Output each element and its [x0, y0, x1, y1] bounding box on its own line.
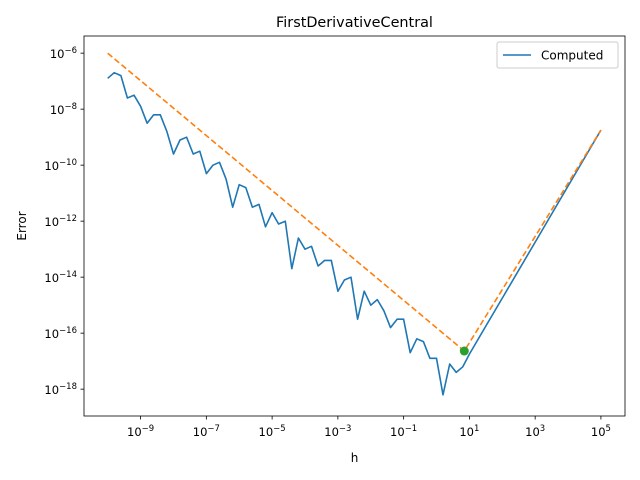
x-tick-exponent: −1: [405, 424, 418, 434]
x-tick-exponent: 1: [474, 424, 479, 434]
optimal-point-marker: [459, 346, 469, 356]
x-tick-exponent: 3: [540, 424, 545, 434]
axis-ticks: 10−9 10−7 10−5 10−3 10−1 101 103 10510−1810−161…: [44, 46, 611, 439]
x-tick-label: 10−9: [127, 424, 154, 439]
x-tick-exponent: −9: [142, 424, 155, 434]
x-tick-base: 10: [591, 425, 606, 439]
y-tick-exponent: −18: [59, 382, 77, 392]
x-tick-base: 10: [459, 425, 474, 439]
legend: Computed: [496, 41, 619, 69]
x-tick-base: 10: [390, 425, 405, 439]
x-tick-exponent: −5: [273, 424, 286, 434]
x-tick-label: 105: [591, 424, 611, 439]
series-line-computed: [107, 71, 602, 396]
y-tick-label: 10−16: [44, 326, 77, 341]
y-tick-exponent: −8: [64, 102, 77, 112]
y-tick-exponent: −16: [59, 326, 77, 336]
x-tick-base: 10: [127, 425, 142, 439]
legend-label-computed: Computed: [541, 49, 603, 63]
y-tick-label: 10−12: [44, 214, 77, 229]
x-tick-label: 10−3: [324, 424, 351, 439]
x-tick-base: 10: [193, 425, 208, 439]
y-tick-base: 10: [50, 47, 65, 61]
x-tick-exponent: −3: [339, 424, 352, 434]
y-tick-label: 10−10: [44, 158, 77, 173]
y-tick-base: 10: [44, 215, 59, 229]
plot-area: [107, 52, 602, 396]
x-axis-label: h: [351, 451, 359, 465]
legend-box: [496, 41, 619, 69]
y-tick-exponent: −6: [64, 46, 77, 56]
x-tick-label: 10−7: [193, 424, 220, 439]
x-tick-exponent: −7: [207, 424, 220, 434]
x-tick-base: 10: [324, 425, 339, 439]
y-tick-base: 10: [44, 383, 59, 397]
y-tick-exponent: −12: [59, 214, 77, 224]
y-tick-base: 10: [44, 271, 59, 285]
axes-frame: [83, 35, 626, 417]
y-tick-label: 10−14: [44, 270, 77, 285]
x-tick-label: 103: [525, 424, 545, 439]
x-tick-base: 10: [259, 425, 274, 439]
y-tick-label: 10−6: [50, 46, 77, 61]
x-tick-exponent: 5: [606, 424, 611, 434]
x-tick-label: 10−5: [259, 424, 286, 439]
y-tick-exponent: −10: [59, 158, 77, 168]
y-tick-label: 10−18: [44, 382, 77, 397]
x-tick-label: 101: [459, 424, 479, 439]
y-tick-exponent: −14: [59, 270, 77, 280]
x-tick-label: 10−1: [390, 424, 417, 439]
y-tick-label: 10−8: [50, 102, 77, 117]
y-tick-base: 10: [44, 159, 59, 173]
chart-title: FirstDerivativeCentral: [276, 15, 433, 31]
y-tick-base: 10: [44, 327, 59, 341]
y-axis-label: Error: [15, 211, 29, 240]
y-tick-base: 10: [50, 103, 65, 117]
x-tick-base: 10: [525, 425, 540, 439]
